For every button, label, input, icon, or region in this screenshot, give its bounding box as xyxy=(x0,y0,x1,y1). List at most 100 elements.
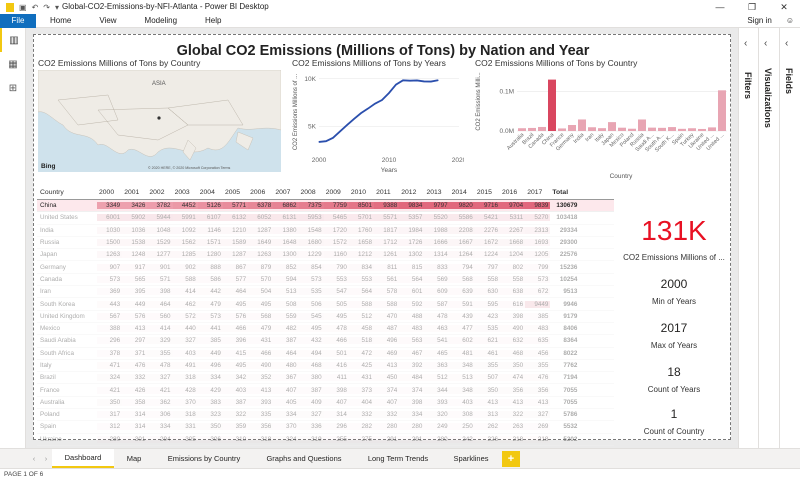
table-row[interactable]: China 3349 3426 3782 4452 5126 5771 6378 6862 737… xyxy=(37,200,614,213)
table-row[interactable]: France 421 426 421 428 429 403 413 407 387 398 373 3… xyxy=(37,384,614,397)
minimize-button[interactable]: — xyxy=(715,2,725,12)
table-row[interactable]: Italy 471 476 478 491 496 495 490 480 468 416 425 41… xyxy=(37,360,614,373)
chevron-left-icon[interactable]: ‹ xyxy=(744,38,748,49)
bar[interactable] xyxy=(548,79,556,131)
table-row[interactable]: Ukraine 280 301 294 305 306 310 318 324 319 255 275… xyxy=(37,434,614,446)
table-row[interactable]: United Kingdom 567 576 560 572 573 576 568 559 54… xyxy=(37,311,614,323)
model-view-icon[interactable]: ⊞ xyxy=(8,82,18,94)
data-point[interactable] xyxy=(381,99,383,101)
filters-pane[interactable]: ‹ Filters xyxy=(738,28,758,448)
chevron-left-icon[interactable]: ‹ xyxy=(785,38,789,49)
visualizations-pane[interactable]: ‹ Visualizations xyxy=(758,28,779,448)
chevron-left-icon[interactable]: ‹ xyxy=(764,38,768,49)
ribbon-tab-home[interactable]: Home xyxy=(50,16,72,25)
close-button[interactable]: ✕ xyxy=(780,2,788,12)
quick-access-menu-icon[interactable]: ▾ xyxy=(54,2,59,12)
table-row[interactable]: Russia 1500 1538 1529 1562 1571 1589 1649 1648 16… xyxy=(37,237,614,250)
data-point[interactable] xyxy=(332,137,334,139)
table-row[interactable]: Brazil 324 332 327 318 334 342 352 367 380 411 431 4… xyxy=(37,372,614,385)
table-row[interactable]: South Africa 378 371 355 403 449 415 466 464 494 5… xyxy=(37,348,614,360)
bar[interactable] xyxy=(608,122,616,131)
data-point[interactable] xyxy=(360,112,362,114)
page-tab-long-term-trends[interactable]: Long Term Trends xyxy=(367,454,429,463)
page-tab-map[interactable]: Map xyxy=(126,454,142,463)
map-visual[interactable]: ASIA Bing © 2020 HERE, © 2020 Microsoft … xyxy=(38,70,281,172)
feedback-icon[interactable]: ☺ xyxy=(785,16,794,25)
kpi-card[interactable]: 18 Count of Years xyxy=(619,365,729,394)
data-point[interactable] xyxy=(339,130,341,133)
bar[interactable] xyxy=(598,128,606,131)
data-point[interactable] xyxy=(423,80,425,83)
report-view-icon[interactable]: ▥ xyxy=(0,28,26,52)
data-point[interactable] xyxy=(318,141,320,143)
emissions-matrix[interactable]: Country 2000 2001 2002 2003 2004 2005 2006 2007 2… xyxy=(37,186,614,459)
table-row[interactable]: Spain 312 314 334 331 350 359 356 370 336 296 282 28… xyxy=(37,421,614,434)
file-menu[interactable]: File xyxy=(0,13,36,28)
bar[interactable] xyxy=(658,127,666,131)
bar[interactable] xyxy=(628,128,636,131)
bar-chart[interactable]: 0.0M0.1MAustraliaBrazilCanadaChinaFrance… xyxy=(471,68,731,180)
bar[interactable] xyxy=(678,128,686,131)
maximize-button[interactable]: ❐ xyxy=(747,2,757,12)
data-point[interactable] xyxy=(430,80,432,83)
data-point[interactable] xyxy=(395,83,397,86)
page-tab-dashboard[interactable]: Dashboard xyxy=(52,449,114,469)
kpi-card[interactable]: 131K CO2 Emissions Millions of ... xyxy=(619,215,729,262)
bar[interactable] xyxy=(578,119,586,131)
table-row[interactable]: Poland 317 314 306 318 323 322 335 334 327 314 332 3… xyxy=(37,409,614,422)
table-row[interactable]: Canada 573 565 571 588 586 577 570 594 573 553 553 5… xyxy=(37,274,614,287)
data-point[interactable] xyxy=(416,79,418,82)
data-point[interactable] xyxy=(367,107,369,110)
page-tab-sparklines[interactable]: Sparklines xyxy=(453,454,489,463)
next-page-icon[interactable]: › xyxy=(44,454,48,463)
bar[interactable] xyxy=(588,127,596,131)
data-view-icon[interactable]: ▦ xyxy=(8,58,18,70)
data-point[interactable] xyxy=(325,140,327,142)
data-point[interactable] xyxy=(346,124,348,126)
ribbon-tab-help[interactable]: Help xyxy=(205,16,222,25)
page-tab-emissions-by-country[interactable]: Emissions by Country xyxy=(167,454,241,463)
bar[interactable] xyxy=(718,90,726,131)
bar[interactable] xyxy=(528,127,536,131)
undo-icon[interactable]: ↶ xyxy=(31,2,39,12)
bar[interactable] xyxy=(708,127,716,131)
table-row[interactable]: Japan 1263 1248 1277 1285 1280 1287 1263 1300 122… xyxy=(37,249,614,262)
prev-page-icon[interactable]: ‹ xyxy=(32,454,36,463)
bar[interactable] xyxy=(538,126,546,131)
kpi-card[interactable]: 2000 Min of Years xyxy=(619,277,729,306)
bar[interactable] xyxy=(668,127,676,131)
map-point[interactable] xyxy=(157,116,161,120)
data-point[interactable] xyxy=(353,118,355,120)
bar[interactable] xyxy=(568,125,576,131)
sign-in-link[interactable]: Sign in xyxy=(747,16,772,25)
data-point[interactable] xyxy=(409,80,411,82)
table-row[interactable]: South Korea 443 449 464 462 479 495 495 508 506 50… xyxy=(37,298,614,311)
bar[interactable] xyxy=(518,128,526,131)
table-row[interactable]: India 1030 1036 1048 1092 1146 1210 1287 1380 154… xyxy=(37,225,614,237)
ribbon-tab-view[interactable]: View xyxy=(99,16,117,25)
add-page-button[interactable]: + xyxy=(502,451,520,467)
ribbon-tab-modeling[interactable]: Modeling xyxy=(144,16,178,25)
table-row[interactable]: Germany 907 917 901 902 888 867 879 852 854 790 834… xyxy=(37,261,614,274)
table-row[interactable]: Mexico 388 413 414 440 441 466 479 482 495 478 458 4… xyxy=(37,323,614,336)
data-point[interactable] xyxy=(374,103,376,105)
data-point[interactable] xyxy=(402,79,404,81)
table-header[interactable]: Country 2000 2001 2002 2003 2004 2005 2006 2007 2… xyxy=(37,186,614,200)
table-row[interactable]: Saudi Arabia 296 297 329 327 385 396 431 387 432 4… xyxy=(37,335,614,348)
table-row[interactable]: Iran 369 395 398 414 442 464 504 513 535 547 564 578… xyxy=(37,286,614,299)
bar[interactable] xyxy=(618,127,626,131)
fields-pane[interactable]: ‹ Fields xyxy=(779,28,800,448)
series-line[interactable] xyxy=(318,79,439,143)
bar[interactable] xyxy=(698,128,706,131)
data-point[interactable] xyxy=(437,79,439,81)
kpi-card[interactable]: 2017 Max of Years xyxy=(619,321,729,350)
table-row[interactable]: Australia 350 358 362 370 383 387 393 405 409 407 4… xyxy=(37,397,614,410)
save-icon[interactable]: ▣ xyxy=(19,2,27,12)
redo-icon[interactable]: ↷ xyxy=(43,2,50,12)
bar[interactable] xyxy=(648,127,656,131)
kpi-card[interactable]: 1 Count of Country xyxy=(619,407,729,436)
data-point[interactable] xyxy=(388,92,390,94)
bar[interactable] xyxy=(558,128,566,131)
table-row[interactable]: United States 6001 5902 5944 5991 6107 6132 605… xyxy=(37,212,614,225)
bar[interactable] xyxy=(638,119,646,131)
